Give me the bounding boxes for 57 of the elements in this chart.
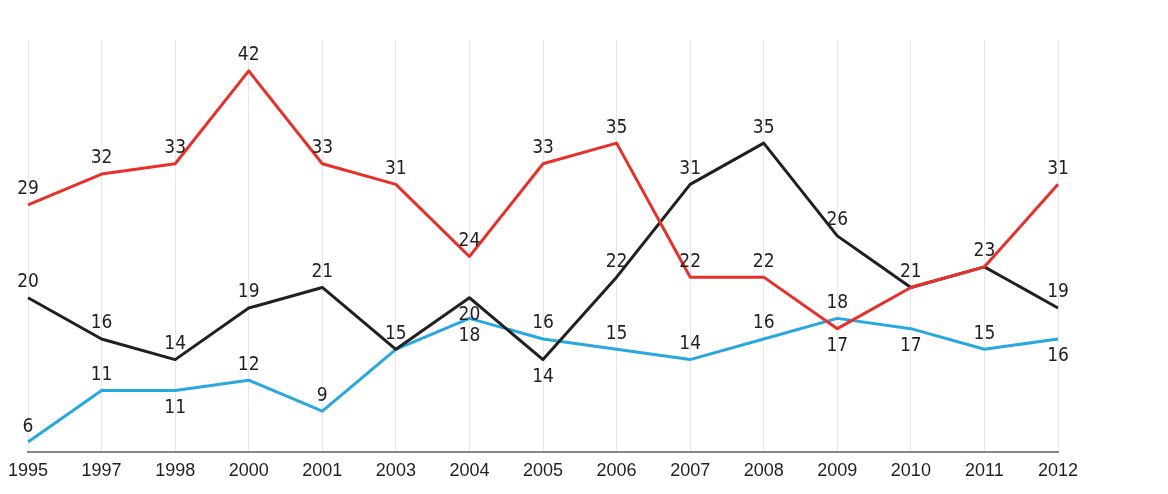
data-label: 15 xyxy=(973,320,996,343)
data-label: 11 xyxy=(164,394,187,417)
x-tick-label: 2007 xyxy=(670,460,711,481)
x-tick-label: 2010 xyxy=(890,460,931,481)
x-tick-label: 2012 xyxy=(1037,460,1079,481)
data-label: 22 xyxy=(752,248,775,271)
data-label: 17 xyxy=(899,333,922,356)
data-label: 21 xyxy=(899,258,922,281)
data-label: 42 xyxy=(237,42,260,65)
data-label: 15 xyxy=(385,320,407,343)
x-tick-label: 2011 xyxy=(965,460,1004,481)
x-tick-label: 1998 xyxy=(155,460,196,481)
data-label: 32 xyxy=(90,145,113,168)
data-label: 14 xyxy=(164,331,187,354)
data-label: 31 xyxy=(385,155,407,178)
data-label: 16 xyxy=(90,310,113,333)
x-tick-label: 2000 xyxy=(228,460,269,481)
x-tick-label: 1997 xyxy=(81,460,122,481)
data-label: 33 xyxy=(311,135,334,158)
x-tick-label: 2003 xyxy=(375,460,416,481)
x-tick-label: 1995 xyxy=(8,460,49,481)
data-label: 35 xyxy=(605,114,628,137)
x-tick-label: 2008 xyxy=(743,460,784,481)
data-label: 33 xyxy=(164,135,187,158)
data-label: 35 xyxy=(752,114,775,137)
data-label: 18 xyxy=(458,322,481,345)
data-label: 20 xyxy=(458,302,481,325)
x-tick-label: 2006 xyxy=(596,460,637,481)
x-tick-label: 2005 xyxy=(522,460,564,481)
data-label: 19 xyxy=(237,279,260,302)
data-label: 23 xyxy=(973,238,996,261)
data-label: 21 xyxy=(311,258,334,281)
data-label: 14 xyxy=(532,364,554,387)
x-tick-label: 2009 xyxy=(817,460,858,481)
data-label: 11 xyxy=(90,361,113,384)
data-label: 26 xyxy=(826,207,849,230)
data-label: 6 xyxy=(22,413,34,436)
x-tick-label: 2001 xyxy=(302,460,343,481)
data-label: 9 xyxy=(316,382,328,405)
x-tick-label: 2004 xyxy=(449,460,490,481)
data-label: 16 xyxy=(1047,343,1069,366)
data-label: 12 xyxy=(237,351,260,374)
data-label: 18 xyxy=(826,289,849,312)
data-label: 22 xyxy=(679,248,702,271)
data-label: 20 xyxy=(17,269,39,292)
data-label: 29 xyxy=(17,176,39,199)
data-label: 24 xyxy=(458,227,481,250)
data-label: 17 xyxy=(826,333,849,356)
data-label: 14 xyxy=(679,331,702,354)
data-label: 19 xyxy=(1047,279,1069,302)
data-label: 22 xyxy=(605,248,628,271)
data-label: 31 xyxy=(679,155,702,178)
data-label: 33 xyxy=(532,135,554,158)
data-label: 16 xyxy=(532,310,554,333)
data-label: 15 xyxy=(605,320,628,343)
data-label: 16 xyxy=(752,310,775,333)
data-label: 31 xyxy=(1047,155,1069,178)
